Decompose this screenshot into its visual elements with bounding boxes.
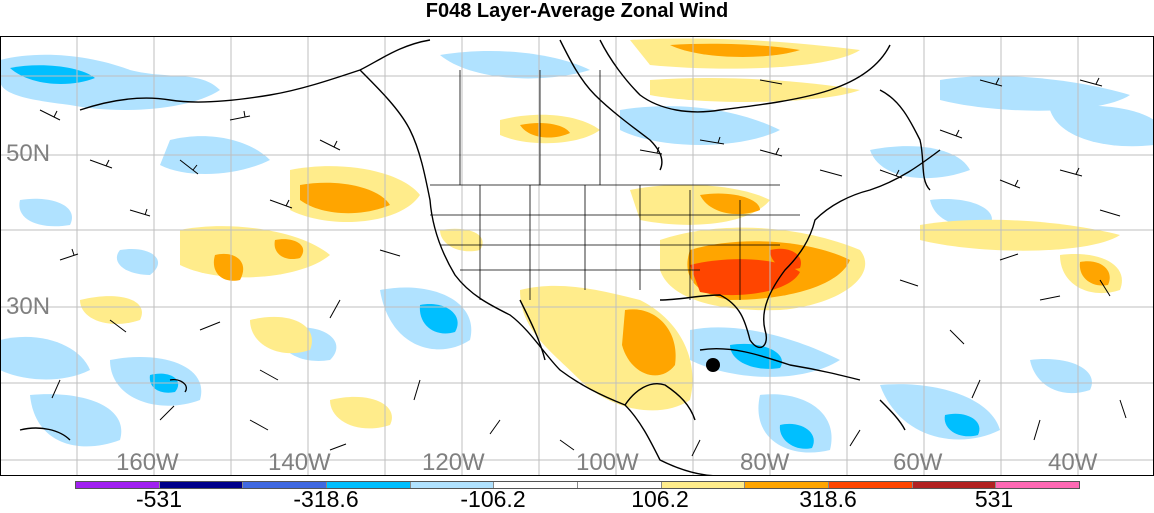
lon-label-40w: 40W xyxy=(1048,449,1098,476)
colorbar-swatch xyxy=(828,482,912,488)
colorbar xyxy=(75,481,1080,489)
colorbar-label: 106.2 xyxy=(631,486,689,512)
lon-label-160w: 160W xyxy=(116,449,179,476)
lon-label-80w: 80W xyxy=(740,449,790,476)
colorbar-label: 531 xyxy=(974,486,1014,512)
location-marker xyxy=(706,358,720,372)
colorbar-swatch xyxy=(911,482,996,488)
lat-label-50n: 50N xyxy=(6,140,51,167)
colorbar-swatch xyxy=(409,482,494,488)
lon-label-120w: 120W xyxy=(422,449,485,476)
coastlines xyxy=(19,39,941,476)
colorbar-swatch xyxy=(577,482,661,488)
colorbar-label: 318.6 xyxy=(799,486,857,512)
colorbar-swatch xyxy=(995,482,1080,488)
grid-lines xyxy=(0,36,1154,476)
colorbar-swatch xyxy=(326,482,410,488)
colorbar-swatch xyxy=(744,482,829,488)
colorbar-label: -531 xyxy=(135,486,183,512)
lat-label-30n: 30N xyxy=(6,293,51,320)
shaded-regions xyxy=(0,38,1154,453)
state-borders xyxy=(430,70,800,300)
lon-label-60w: 60W xyxy=(893,449,943,476)
colorbar-swatch xyxy=(493,482,578,488)
colorbar-swatch xyxy=(242,482,327,488)
colorbar-swatch xyxy=(158,482,243,488)
map-title: F048 Layer-Average Zonal Wind xyxy=(425,0,729,22)
colorbar-swatch xyxy=(76,482,159,488)
wind-barbs xyxy=(39,77,1127,457)
colorbar-label: -106.2 xyxy=(460,486,526,512)
lon-label-140w: 140W xyxy=(268,449,331,476)
colorbar-swatch xyxy=(660,482,745,488)
lon-label-100w: 100W xyxy=(576,449,639,476)
colorbar-label: -318.6 xyxy=(293,486,359,512)
